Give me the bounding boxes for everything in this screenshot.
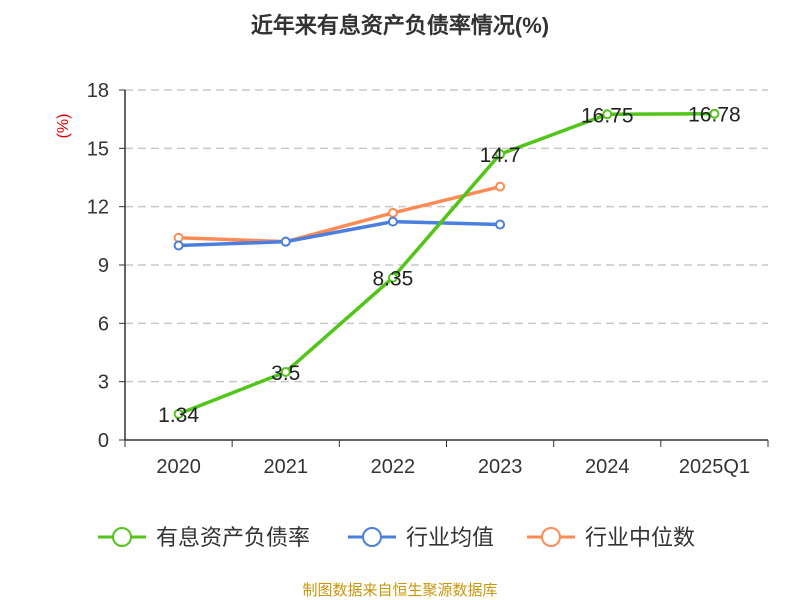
legend-label: 有息资产负债率 bbox=[156, 525, 310, 550]
y-tick-label: 0 bbox=[98, 430, 109, 452]
data-label: 8.35 bbox=[372, 268, 413, 291]
series-line-2 bbox=[178, 184, 501, 244]
data-point bbox=[709, 108, 720, 119]
data-label: 3.5 bbox=[271, 362, 300, 385]
y-axis-label: (%) bbox=[55, 114, 72, 139]
data-point bbox=[280, 366, 291, 377]
data-point bbox=[495, 219, 506, 230]
legend-marker-icon bbox=[541, 527, 561, 547]
y-tick-label: 3 bbox=[98, 372, 109, 394]
data-label: 14.7 bbox=[480, 144, 521, 167]
series-line-0 bbox=[177, 111, 715, 416]
legend-label: 行业均值 bbox=[406, 525, 494, 550]
legend-item-2: 行业中位数 bbox=[527, 525, 695, 550]
legend-label: 行业中位数 bbox=[585, 525, 695, 550]
data-label: 16.75 bbox=[581, 104, 634, 127]
data-point bbox=[173, 240, 184, 251]
legend-marker-icon bbox=[112, 527, 132, 547]
data-point bbox=[280, 236, 291, 247]
y-tick-label: 9 bbox=[98, 255, 109, 277]
data-label: 16.78 bbox=[688, 104, 741, 127]
data-point bbox=[173, 408, 184, 419]
data-point bbox=[602, 109, 613, 120]
x-tick-label: 2023 bbox=[478, 456, 523, 478]
data-point bbox=[387, 207, 398, 218]
series-line-1 bbox=[178, 219, 501, 248]
legend-item-1: 行业均值 bbox=[348, 525, 494, 550]
x-tick-label: 2021 bbox=[264, 456, 309, 478]
chart-title: 近年来有息资产负债率情况(%) bbox=[251, 13, 549, 38]
legend-item-0: 有息资产负债率 bbox=[98, 525, 310, 550]
y-tick-label: 18 bbox=[87, 80, 109, 102]
legend-marker-icon bbox=[362, 527, 382, 547]
x-tick-label: 2020 bbox=[156, 456, 201, 478]
x-tick-label: 2024 bbox=[585, 456, 630, 478]
y-tick-label: 15 bbox=[87, 138, 109, 160]
source-note: 制图数据来自恒生聚源数据库 bbox=[302, 582, 497, 599]
data-point bbox=[495, 181, 506, 192]
x-tick-label: 2025Q1 bbox=[679, 456, 750, 478]
x-tick-label: 2022 bbox=[371, 456, 416, 478]
data-label: 1.34 bbox=[158, 404, 199, 427]
y-tick-label: 12 bbox=[87, 197, 109, 219]
data-point bbox=[387, 272, 398, 283]
y-tick-label: 6 bbox=[98, 313, 109, 335]
data-point bbox=[495, 149, 506, 160]
data-point bbox=[387, 216, 398, 227]
